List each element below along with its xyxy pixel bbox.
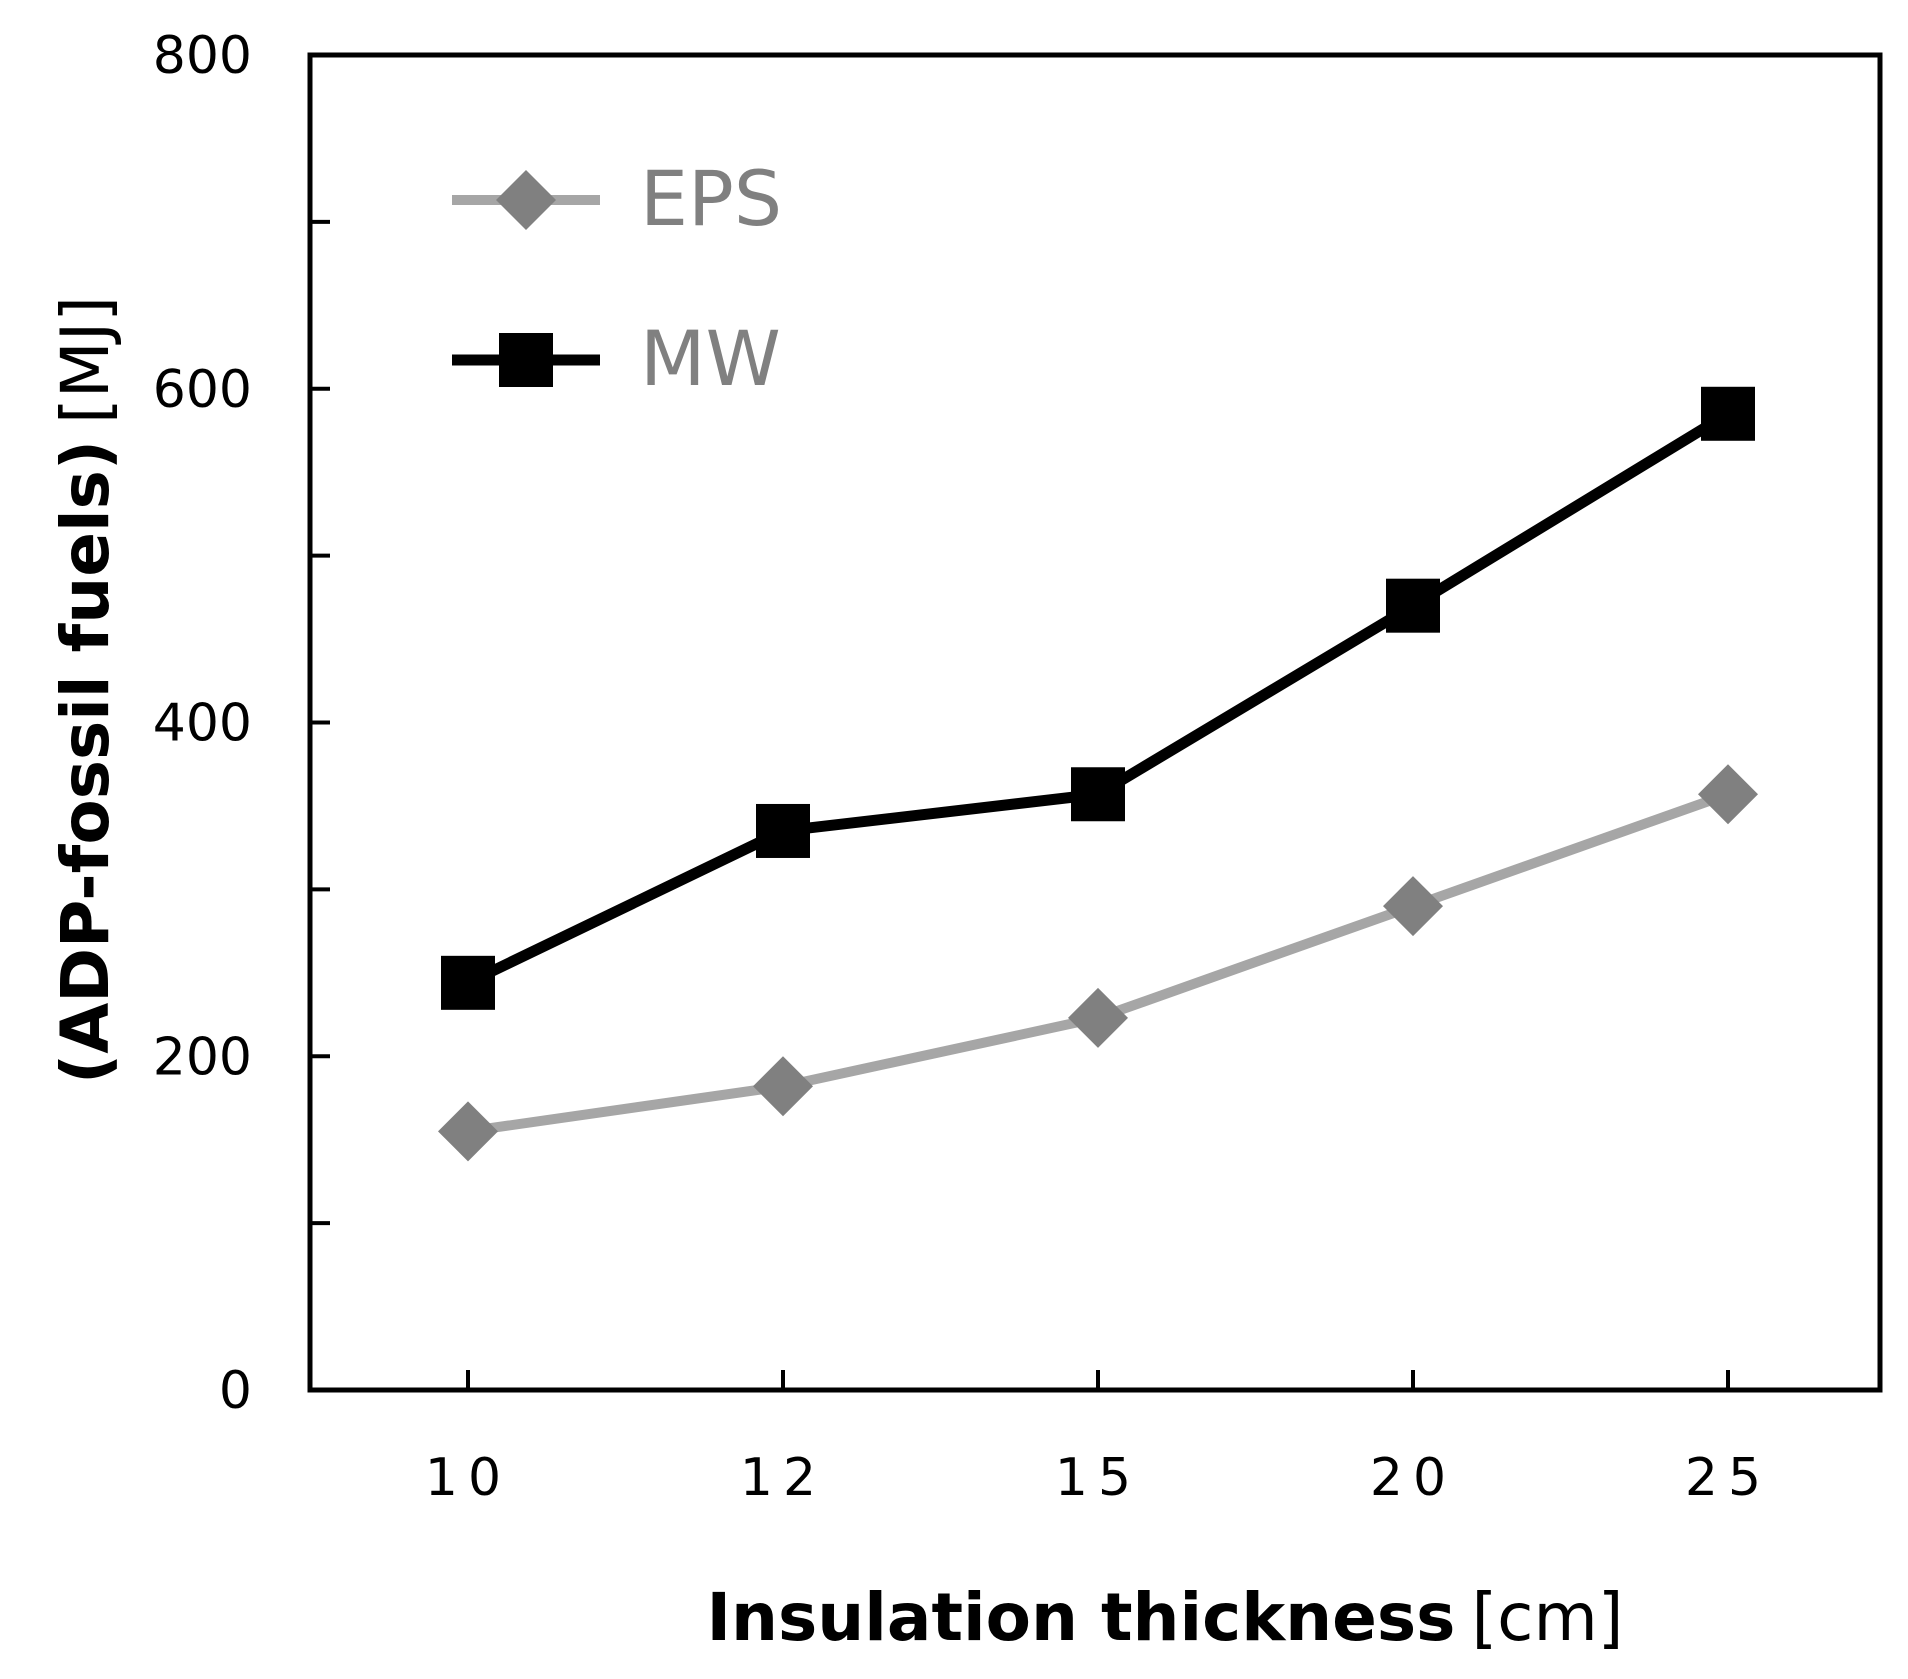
y-axis-title-unit: [MJ] [47, 296, 124, 424]
legend-item-eps: EPS [452, 154, 782, 243]
series-line-mw [465, 409, 1731, 988]
data-point-eps [1698, 764, 1758, 825]
data-point-eps [1383, 876, 1443, 937]
data-point-eps [1068, 987, 1128, 1048]
series-layer [438, 386, 1758, 1162]
legend: EPS MW [452, 154, 782, 403]
y-tick-label: 0 [219, 1361, 252, 1421]
x-tick-label: 20 [1370, 1448, 1456, 1508]
legend-item-mw: MW [452, 314, 781, 403]
data-point-mw [756, 803, 810, 858]
data-point-eps [753, 1056, 813, 1117]
data-point-mw [1071, 767, 1125, 822]
y-axis-ticks: 0 200 400 600 800 [153, 26, 330, 1421]
legend-label-mw: MW [640, 314, 781, 403]
x-axis-title-main: Insulation thickness [706, 1579, 1455, 1656]
x-tick-label: 15 [1055, 1448, 1141, 1508]
y-axis-title-main: (ADP-fossil fuels) [47, 440, 124, 1084]
series-mw [441, 386, 1755, 1010]
y-tick-label: 400 [153, 694, 252, 754]
y-tick-label: 800 [153, 26, 252, 86]
x-axis-ticks: 10 12 15 20 25 [425, 1370, 1771, 1508]
x-axis-title: Insulation thickness [cm] [706, 1579, 1623, 1656]
data-point-mw [1386, 578, 1440, 633]
data-point-eps [438, 1101, 498, 1162]
data-point-mw [1701, 386, 1755, 441]
y-tick-label: 200 [153, 1027, 252, 1087]
x-tick-label: 25 [1685, 1448, 1771, 1508]
y-axis-title: (ADP-fossil fuels) [MJ] [47, 296, 124, 1084]
x-tick-label: 10 [425, 1448, 511, 1508]
y-tick-label: 600 [153, 360, 252, 420]
series-eps [438, 764, 1758, 1162]
legend-marker-eps [496, 170, 556, 230]
x-axis-title-unit: [cm] [1471, 1579, 1623, 1656]
legend-label-eps: EPS [640, 154, 782, 243]
plot-area-frame [307, 52, 1883, 1393]
legend-marker-mw [499, 333, 553, 387]
x-tick-label: 12 [740, 1448, 826, 1508]
series-line-eps [467, 789, 1730, 1137]
data-point-mw [441, 955, 495, 1010]
